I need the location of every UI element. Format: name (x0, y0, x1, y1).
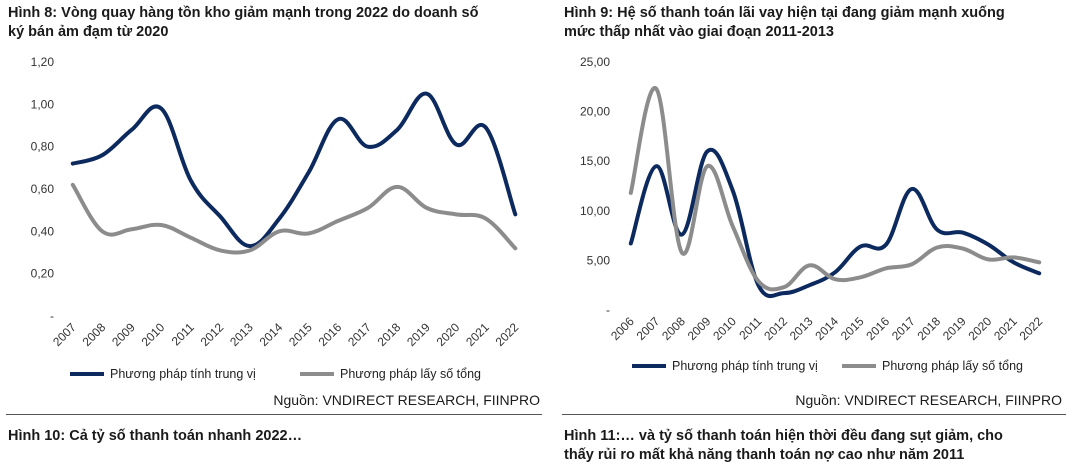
figure-8-panel: Hình 8: Vòng quay hàng tồn kho giảm mạnh… (6, 4, 542, 444)
x-tick-label: 2009 (109, 320, 138, 349)
x-tick-label: 2018 (914, 314, 943, 343)
figure-10-title: Hình 10: Cả tỷ số thanh toán nhanh 2022… (8, 428, 303, 444)
x-tick-label: 2014 (812, 314, 841, 343)
legend-label: Phương pháp tính trung vị (110, 367, 256, 381)
x-tick-label: 2019 (940, 314, 969, 343)
x-tick-label: 2007 (50, 320, 79, 349)
x-tick-label: 2008 (659, 314, 688, 343)
x-tick-label: 2022 (493, 320, 522, 349)
figure-9-source: Nguồn: VNDIRECT RESEARCH, FIINPRO (795, 392, 1062, 408)
y-tick-label: 10,00 (580, 204, 610, 218)
figure-9-title-line2: mức thấp nhất vào giai đoạn 2011-2013 (564, 24, 834, 40)
figure-8-title: Hình 8: Vòng quay hàng tồn kho giảm mạnh… (8, 4, 478, 42)
x-tick-label: 2012 (761, 314, 790, 343)
x-tick-label: 2021 (991, 314, 1020, 343)
y-tick-label: 1,00 (31, 97, 55, 111)
x-tick-label: 2022 (1017, 314, 1046, 343)
x-tick-label: 2017 (345, 320, 374, 349)
series-line-aggregate (70, 182, 518, 255)
y-tick-label: - (50, 309, 54, 323)
y-tick-label: 20,00 (580, 105, 610, 119)
y-tick-label: - (606, 303, 610, 317)
x-tick-label: 2013 (787, 314, 816, 343)
x-tick-label: 2011 (736, 314, 764, 342)
x-tick-label: 2015 (286, 320, 315, 349)
figure-11-title: Hình 11:… và tỷ số thanh toán hiện thời … (564, 427, 1003, 465)
series-line-median (628, 147, 1042, 299)
y-tick-label: 0,60 (31, 182, 55, 196)
x-tick-label: 2020 (434, 320, 463, 349)
y-tick-label: 25,00 (580, 55, 610, 69)
figure-8-divider (6, 414, 542, 415)
x-tick-label: 2018 (375, 320, 404, 349)
x-tick-label: 2013 (227, 320, 256, 349)
x-tick-label: 2006 (608, 314, 637, 343)
x-tick-label: 2016 (863, 314, 892, 343)
y-tick-label: 15,00 (580, 154, 610, 168)
figure-8-title-line2: ký bán ảm đạm từ 2020 (8, 24, 169, 40)
y-tick-label: 0,80 (31, 140, 55, 154)
x-tick-label: 2021 (463, 320, 492, 349)
x-tick-label: 2010 (710, 314, 739, 343)
legend-label: Phương pháp lấy số tổng (882, 359, 1023, 373)
x-tick-label: 2019 (404, 320, 433, 349)
x-tick-label: 2014 (257, 320, 286, 349)
legend-label: Phương pháp tính trung vị (672, 359, 818, 373)
series-line-median (70, 91, 518, 249)
series-line-aggregate (628, 86, 1042, 292)
figure-9-panel: Hình 9: Hệ số thanh toán lãi vay hiện tạ… (560, 0, 1074, 465)
x-tick-label: 2007 (634, 314, 663, 343)
x-tick-label: 2011 (169, 320, 197, 348)
figure-11-title-line2: thấy rủi ro mất khả năng thanh toán nợ c… (564, 447, 965, 463)
legend-label: Phương pháp lấy số tổng (340, 367, 481, 381)
y-tick-label: 5,00 (587, 253, 611, 267)
x-tick-label: 2012 (198, 320, 227, 349)
x-tick-label: 2020 (966, 314, 995, 343)
figure-9-title: Hình 9: Hệ số thanh toán lãi vay hiện tạ… (564, 4, 1005, 42)
x-tick-label: 2009 (685, 314, 714, 343)
figure-9-divider (562, 414, 1066, 415)
figure-9-title-line1: Hình 9: Hệ số thanh toán lãi vay hiện tạ… (564, 5, 1005, 21)
figure-11-title-line1: Hình 11:… và tỷ số thanh toán hiện thời … (564, 428, 1003, 444)
figure-9-chart: - 5,00 10,00 15,00 20,00 25,00 200620072008200… (580, 55, 1046, 373)
x-tick-label: 2008 (80, 320, 109, 349)
y-tick-label: 0,20 (31, 267, 55, 281)
x-tick-label: 2015 (838, 314, 867, 343)
y-tick-label: 1,20 (31, 55, 55, 69)
x-tick-label: 2010 (139, 320, 168, 349)
x-tick-label: 2016 (316, 320, 345, 349)
figure-8-title-line1: Hình 8: Vòng quay hàng tồn kho giảm mạnh… (8, 5, 479, 21)
y-tick-label: 0,40 (31, 224, 55, 238)
x-tick-label: 2017 (889, 314, 918, 343)
figure-8-source: Nguồn: VNDIRECT RESEARCH, FIINPRO (273, 392, 540, 408)
